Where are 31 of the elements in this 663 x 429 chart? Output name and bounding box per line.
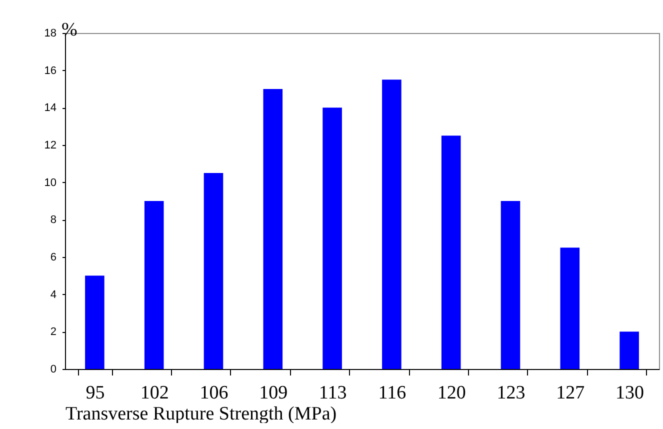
y-tick-label: 16: [44, 64, 56, 77]
bar: [85, 276, 104, 369]
x-tick-label: 127: [556, 382, 585, 404]
y-tick-label: 4: [50, 288, 56, 301]
bar: [144, 201, 164, 369]
x-tick-label: 130: [616, 382, 644, 404]
x-tick-label: 95: [86, 382, 105, 404]
y-tick-label: 8: [50, 214, 56, 226]
y-tick-label: 14: [44, 102, 56, 114]
bar: [263, 89, 283, 369]
x-tick-label: 116: [378, 382, 406, 404]
bar: [322, 108, 342, 369]
y-axis-title: %: [62, 20, 78, 40]
y-tick-label: 2: [50, 326, 56, 338]
x-tick-label: 120: [437, 382, 466, 404]
bar: [204, 173, 224, 369]
y-tick-label: 6: [50, 252, 56, 264]
bar: [382, 80, 402, 369]
x-tick-label: 106: [200, 382, 228, 404]
bar: [620, 332, 639, 369]
bar: [500, 201, 520, 369]
bar: [441, 136, 461, 369]
y-tick-label: 18: [44, 28, 56, 40]
y-tick-label: 10: [44, 176, 56, 189]
bar: [560, 248, 580, 369]
x-tick-label: 102: [140, 382, 169, 404]
x-tick-label: 113: [318, 382, 347, 404]
x-tick-label: 123: [496, 382, 526, 404]
x-tick-label: 109: [259, 382, 288, 404]
y-tick-label: 0: [50, 364, 56, 376]
y-tick-label: 12: [44, 140, 56, 152]
